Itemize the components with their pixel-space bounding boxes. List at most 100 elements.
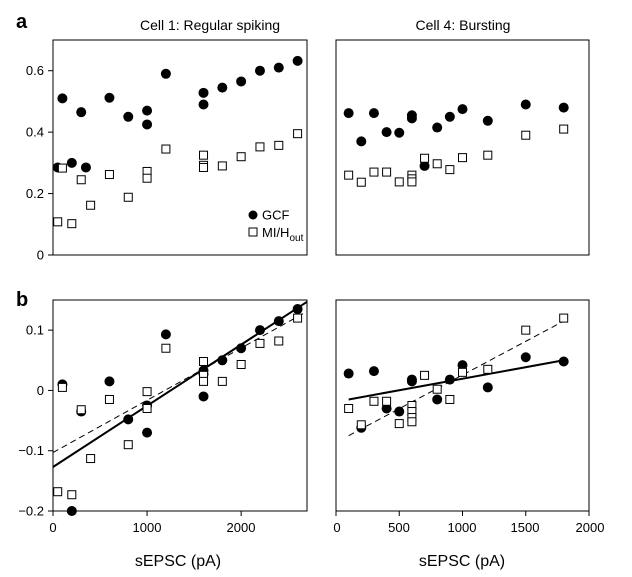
gcf-point-b-cell1-15 <box>292 304 303 315</box>
gcf-point-a-cell1-2 <box>66 157 77 168</box>
gcf-point-a-cell4-11 <box>482 115 493 126</box>
gcf-point-a-cell1-6 <box>123 111 134 122</box>
mi-point-b-cell4-3 <box>382 396 392 406</box>
x-axis-label-cell4: sEPSC (pA) <box>419 553 505 570</box>
mi-point-b-cell1-5 <box>104 394 114 404</box>
mi-point-b-cell1-7 <box>142 404 152 414</box>
mi-point-a-cell1-8 <box>142 173 152 183</box>
fit-line-dashed-b-cell1 <box>52 311 308 453</box>
marks-a-cell1 <box>52 55 303 229</box>
gcf-point-b-cell1-6 <box>142 427 153 438</box>
mi-point-a-cell1-9 <box>161 144 171 154</box>
gcf-point-b-cell4-6 <box>406 374 417 385</box>
gcf-point-a-cell4-1 <box>356 136 367 147</box>
x-tick-label-b4-3: 1500 <box>511 520 540 535</box>
mi-point-a-cell4-13 <box>521 130 531 140</box>
mi-point-a-cell4-7 <box>407 177 417 187</box>
gcf-point-a-cell1-9 <box>160 68 171 79</box>
y-ticks-b: −0.2 −0.1 0 0.1 <box>18 323 53 519</box>
gcf-point-b-cell1-4 <box>123 414 134 425</box>
mi-point-a-cell1-0 <box>53 217 63 227</box>
fit-line-solid-b-cell1 <box>52 300 308 468</box>
mi-point-b-cell1-4 <box>86 454 96 464</box>
marks-b-cell4 <box>343 313 569 437</box>
mi-point-a-cell1-5 <box>104 170 114 180</box>
mi-point-b-cell1-3 <box>76 405 86 415</box>
mi-point-a-cell1-2 <box>67 219 77 229</box>
gcf-point-a-cell1-10 <box>198 87 209 98</box>
gcf-point-b-cell4-3 <box>381 403 392 414</box>
mi-point-b-cell4-11 <box>445 394 455 404</box>
gcf-point-b-cell1-11 <box>217 355 228 366</box>
y-tick-label-b-3: 0.1 <box>26 323 44 338</box>
title-cell1: Cell 1: Regular spiking <box>140 17 280 33</box>
fit-line-dashed-b-cell4 <box>348 320 564 437</box>
mi-point-b-cell4-13 <box>483 364 493 374</box>
mi-point-a-cell4-14 <box>559 124 569 134</box>
gcf-point-a-cell1-3 <box>76 107 87 118</box>
mi-point-b-cell4-8 <box>407 417 417 427</box>
y-tick-label-a-0: 0 <box>37 248 44 263</box>
gcf-point-b-cell4-10 <box>482 382 493 393</box>
x-axis-label-cell1: sEPSC (pA) <box>135 553 221 570</box>
gcf-point-a-cell4-0 <box>343 108 354 119</box>
mi-point-a-cell4-2 <box>369 167 379 177</box>
mi-point-b-cell4-2 <box>369 396 379 406</box>
panel-letter-b: b <box>16 289 28 311</box>
legend: GCF MI/Hout <box>248 208 304 244</box>
legend-marker-mi <box>248 227 258 237</box>
mi-point-a-cell1-15 <box>255 142 265 152</box>
mi-point-a-cell1-13 <box>217 161 227 171</box>
gcf-point-a-cell1-5 <box>104 92 115 103</box>
gcf-point-b-cell1-14 <box>273 316 284 327</box>
gcf-point-a-cell4-9 <box>444 111 455 122</box>
gcf-point-a-cell4-3 <box>381 127 392 138</box>
gcf-point-a-cell4-10 <box>457 104 468 115</box>
mi-point-a-cell1-16 <box>274 140 284 150</box>
gcf-point-b-cell4-8 <box>444 374 455 385</box>
x-ticks-b-cell4: 0 500 1000 1500 2000 <box>333 511 604 535</box>
y-tick-label-b-1: −0.1 <box>18 443 44 458</box>
fit-line-solid-b-cell4 <box>348 359 564 401</box>
x-tick-label-b4-0: 0 <box>333 520 340 535</box>
mi-point-a-cell1-4 <box>86 200 96 210</box>
mi-point-b-cell4-1 <box>356 420 366 430</box>
mi-point-a-cell4-0 <box>344 170 354 180</box>
legend-marker-gcf <box>248 210 258 220</box>
y-tick-label-a-3: 0.6 <box>26 63 44 78</box>
legend-label-mi: MI/Hout <box>262 225 304 244</box>
x-tick-label-b4-2: 1000 <box>448 520 477 535</box>
mi-point-b-cell1-15 <box>255 338 265 348</box>
mi-point-b-cell4-10 <box>432 384 442 394</box>
mi-point-b-cell1-2 <box>67 490 77 500</box>
mi-point-b-cell1-10 <box>199 356 209 366</box>
mi-point-b-cell1-12 <box>199 376 209 386</box>
gcf-point-b-cell4-11 <box>520 352 531 363</box>
mi-point-a-cell4-3 <box>382 167 392 177</box>
mi-point-b-cell1-17 <box>293 313 303 323</box>
mi-point-a-cell1-12 <box>199 162 209 172</box>
mi-point-b-cell1-16 <box>274 336 284 346</box>
gcf-point-a-cell1-15 <box>273 62 284 73</box>
x-tick-label-b4-4: 2000 <box>576 520 605 535</box>
mi-point-b-cell4-0 <box>344 404 354 414</box>
x-tick-label-b1-1: 1000 <box>133 520 162 535</box>
gcf-point-b-cell1-10 <box>198 391 209 402</box>
plot-frame-a-cell4 <box>335 39 590 256</box>
mi-point-a-cell1-17 <box>293 129 303 139</box>
mi-point-b-cell4-12 <box>458 367 467 377</box>
legend-label-mi-main: MI/H <box>262 225 289 240</box>
gcf-point-b-cell4-7 <box>432 394 443 405</box>
mi-point-b-cell1-13 <box>217 376 227 386</box>
gcf-point-a-cell4-12 <box>520 99 531 110</box>
mi-point-b-cell1-1 <box>57 382 67 392</box>
mi-point-a-cell4-10 <box>445 165 455 175</box>
x-ticks-b-cell1: 0 1000 2000 <box>49 511 255 535</box>
gcf-point-b-cell1-12 <box>236 343 247 354</box>
mi-point-a-cell4-4 <box>394 177 404 187</box>
mi-point-a-cell4-8 <box>420 153 430 163</box>
mi-point-a-cell4-9 <box>432 159 442 169</box>
mi-point-a-cell4-11 <box>458 153 467 163</box>
mi-point-b-cell4-15 <box>559 313 569 323</box>
